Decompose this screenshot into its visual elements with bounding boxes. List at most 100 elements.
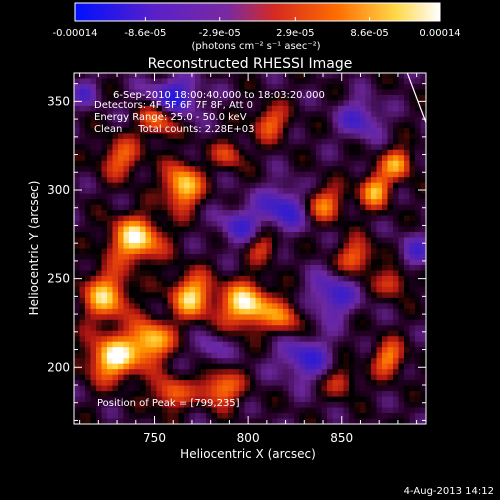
heatmap-cell: [332, 380, 339, 387]
heatmap-cell: [283, 144, 290, 151]
heatmap-cell: [305, 303, 312, 310]
heatmap-cell: [173, 303, 180, 310]
heatmap-cell: [404, 275, 411, 282]
heatmap-cell: [404, 127, 411, 134]
heatmap-cell: [85, 380, 92, 387]
heatmap-cell: [184, 160, 191, 167]
heatmap-cell: [420, 336, 426, 343]
heatmap-cell: [206, 319, 213, 326]
heatmap-cell: [239, 100, 246, 107]
heatmap-cell: [294, 303, 301, 310]
heatmap-cell: [387, 116, 394, 123]
heatmap-cell: [101, 303, 108, 310]
heatmap-cell: [398, 138, 405, 145]
heatmap-cell: [376, 111, 383, 118]
heatmap-cell: [222, 155, 229, 162]
heatmap-cell: [420, 177, 426, 184]
heatmap-cell: [211, 237, 218, 244]
heatmap-cell: [294, 83, 301, 91]
heatmap-cell: [178, 193, 185, 200]
heatmap-cell: [294, 319, 301, 326]
heatmap-cell: [305, 308, 312, 315]
heatmap-cell: [129, 155, 136, 162]
heatmap-cell: [244, 374, 251, 381]
heatmap-cell: [272, 215, 279, 222]
heatmap-cell: [382, 286, 389, 293]
heatmap-cell: [310, 286, 317, 293]
heatmap-cell: [156, 78, 163, 85]
heatmap-cell: [360, 396, 367, 403]
heatmap-cell: [376, 380, 383, 387]
heatmap-cell: [129, 166, 136, 173]
heatmap-cell: [101, 144, 108, 151]
heatmap-cell: [79, 149, 86, 156]
heatmap-cell: [101, 270, 108, 277]
heatmap-cell: [156, 149, 163, 156]
heatmap-cell: [112, 149, 119, 156]
heatmap-cell: [387, 303, 394, 310]
heatmap-cell: [145, 122, 152, 129]
heatmap-cell: [162, 385, 169, 392]
heatmap-cell: [162, 166, 169, 173]
heatmap-cell: [409, 155, 416, 162]
heatmap-cell: [393, 116, 400, 123]
heatmap-cell: [189, 341, 196, 348]
heatmap-cell: [415, 199, 422, 206]
heatmap-cell: [101, 182, 108, 189]
heatmap-cell: [404, 330, 411, 337]
heatmap-cell: [266, 297, 273, 304]
heatmap-cell: [140, 160, 147, 167]
heatmap-cell: [85, 352, 92, 359]
heatmap-cell: [151, 166, 158, 173]
heatmap-cell: [420, 166, 426, 173]
heatmap-cell: [85, 188, 92, 195]
heatmap-cell: [107, 297, 114, 304]
heatmap-cell: [349, 347, 356, 354]
colorbar-gradient: [74, 2, 441, 22]
heatmap-cell: [255, 380, 262, 387]
heatmap-cell: [316, 264, 323, 272]
heatmap-cell: [156, 177, 163, 184]
heatmap-cell: [189, 264, 196, 272]
heatmap-cell: [409, 292, 416, 299]
heatmap-cell: [123, 204, 130, 211]
heatmap-cell: [250, 210, 257, 217]
heatmap-cell: [123, 248, 130, 255]
heatmap-cell: [239, 166, 246, 173]
heatmap-cell: [189, 319, 196, 326]
heatmap-cell: [134, 308, 141, 315]
heatmap-cell: [90, 407, 97, 414]
heatmap-cell: [277, 182, 284, 189]
heatmap-cell: [107, 363, 114, 370]
heatmap-cell: [123, 303, 130, 310]
heatmap-cell: [228, 369, 235, 376]
heatmap-cell: [101, 336, 108, 343]
heatmap-cell: [173, 199, 180, 206]
heatmap-cell: [332, 297, 339, 304]
heatmap-cell: [211, 210, 218, 217]
heatmap-cell: [387, 418, 394, 424]
heatmap-cell: [277, 122, 284, 129]
heatmap-cell: [332, 308, 339, 315]
heatmap-cell: [112, 144, 119, 151]
heatmap-cell: [178, 402, 185, 409]
heatmap-cell: [123, 325, 130, 332]
heatmap-cell: [360, 275, 367, 282]
heatmap-cell: [244, 380, 251, 387]
heatmap-cell: [145, 325, 152, 332]
heatmap-cell: [129, 253, 136, 261]
heatmap-cell: [404, 297, 411, 304]
heatmap-cell: [233, 330, 240, 337]
heatmap-cell: [206, 177, 213, 184]
heatmap-cell: [305, 380, 312, 387]
heatmap-cell: [129, 133, 136, 140]
heatmap-cell: [393, 243, 400, 250]
heatmap-cell: [151, 215, 158, 222]
heatmap-cell: [129, 303, 136, 310]
heatmap-cell: [74, 105, 81, 112]
heatmap-cell: [283, 358, 290, 365]
heatmap-cell: [222, 385, 229, 392]
heatmap-cell: [173, 380, 180, 387]
heatmap-cell: [321, 281, 328, 288]
heatmap-cell: [371, 281, 378, 288]
